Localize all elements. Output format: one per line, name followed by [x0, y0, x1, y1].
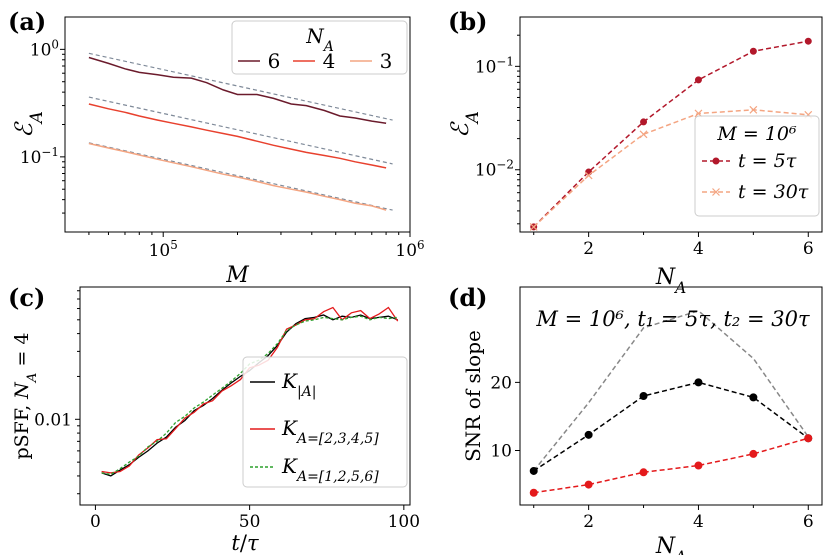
data-point — [804, 434, 813, 443]
data-point — [584, 480, 593, 489]
data-point — [529, 488, 538, 497]
panel-c: 0 50 100 0.01 (c) t/τ pSFF, NA = 4 K|A| KA=[2,3,… — [8, 283, 420, 555]
x-tick-label: 4 — [693, 239, 704, 259]
legend: K|A| KA=[2,3,4,5] KA=[1,2,5,6] — [242, 356, 408, 488]
plot-frame — [519, 286, 823, 506]
y-axis-label: pSFF, NA = 4 — [11, 333, 40, 460]
x-tick-label: 6 — [803, 239, 814, 259]
legend-entry-6: 6 — [268, 49, 281, 73]
x-axis-label: NA — [655, 265, 686, 297]
series-line-lower — [533, 437, 809, 494]
data-point — [529, 466, 538, 475]
data-point — [749, 449, 758, 458]
series-line-middle — [533, 381, 809, 472]
x-tick-label: 0 — [90, 512, 101, 532]
data-point-x — [639, 130, 648, 139]
legend-entry: K|A| — [281, 369, 317, 400]
x-tick-label: 100 — [388, 512, 420, 532]
data-point — [694, 378, 703, 387]
legend: M = 10⁶ t = 5τ t = 30τ — [694, 115, 820, 217]
y-tick-label: 10−1 — [475, 54, 514, 77]
legend-title: M = 10⁶ — [716, 123, 797, 145]
x-tick-label: 2 — [583, 512, 594, 532]
y-axis-label: ℰA — [10, 111, 46, 138]
reference-line — [88, 52, 393, 121]
y-tick-label: 10−2 — [475, 158, 514, 181]
series-line — [533, 109, 809, 228]
x-axis-label: NA — [655, 534, 686, 555]
x-tick-label: 6 — [803, 512, 814, 532]
y-tick-label: 10−1 — [20, 145, 59, 168]
data-point — [639, 392, 648, 400]
data-point — [712, 157, 720, 165]
panel-label-d: (d) — [448, 283, 488, 312]
legend-entry: t = 5τ — [738, 150, 797, 172]
data-point — [640, 118, 648, 126]
x-tick-label: 106 — [395, 238, 424, 261]
data-point-x — [529, 222, 538, 231]
reference-line — [88, 142, 393, 211]
legend-entry-4: 4 — [323, 49, 336, 73]
data-point — [749, 47, 757, 55]
plot-frame — [79, 286, 411, 506]
data-point-x — [584, 171, 593, 180]
x-axis-label: t/τ — [231, 531, 259, 555]
data-point-x — [749, 105, 758, 114]
data-point — [694, 461, 703, 470]
panel-label-b: (b) — [448, 7, 488, 36]
data-point — [749, 393, 758, 402]
y-tick-label: 10 — [490, 442, 512, 462]
legend-entry: t = 30τ — [738, 181, 809, 203]
legend-entry-3: 3 — [380, 49, 393, 73]
data-point — [694, 76, 702, 84]
plot-frame — [519, 16, 823, 233]
data-point — [639, 468, 648, 477]
panel-d: 2 4 6 10 20 (d) M = 10⁶, t₁ = 5τ, t₂ = 30τ NA SN… — [448, 283, 823, 555]
panel-label-c: (c) — [8, 283, 45, 312]
legend-entry: KA=[1,2,5,6] — [281, 454, 379, 485]
legend-entry: KA=[2,3,4,5] — [281, 416, 379, 447]
data-point-x — [712, 188, 720, 196]
series-line-3 — [88, 142, 387, 211]
x-tick-label: 4 — [693, 512, 704, 532]
series-line — [533, 40, 809, 228]
series-line-upper — [533, 309, 809, 472]
data-point — [804, 37, 812, 45]
y-tick-label: 20 — [490, 373, 512, 393]
y-tick-label: 100 — [30, 37, 59, 60]
panel-a: 105 106 100 10−1 (a) M ℰA NA 6 4 3 — [8, 7, 425, 288]
panel-b: 2 4 6 10−1 10−2 (b) NA ℰA M = 10⁶ t = 5τ t = 30τ — [446, 7, 823, 297]
chart-title: M = 10⁶, t₁ = 5τ, t₂ = 30τ — [535, 307, 810, 331]
legend-title: NA — [305, 24, 334, 55]
x-tick-label: 2 — [583, 239, 594, 259]
reference-line — [88, 96, 393, 165]
legend-box — [694, 115, 820, 217]
legend-box — [242, 356, 408, 488]
data-point — [584, 430, 593, 439]
x-tick-label: 105 — [149, 238, 178, 261]
series-line-4 — [88, 103, 387, 169]
y-axis-label: ℰA — [446, 111, 482, 138]
x-tick-label: 50 — [239, 512, 261, 532]
panel-label-a: (a) — [8, 7, 46, 36]
legend: NA 6 4 3 — [231, 20, 408, 75]
x-axis-label: M — [225, 263, 249, 288]
y-tick-label: 0.01 — [34, 410, 72, 430]
y-axis-label: SNR of slope — [461, 330, 485, 462]
series-line-6 — [88, 56, 387, 125]
